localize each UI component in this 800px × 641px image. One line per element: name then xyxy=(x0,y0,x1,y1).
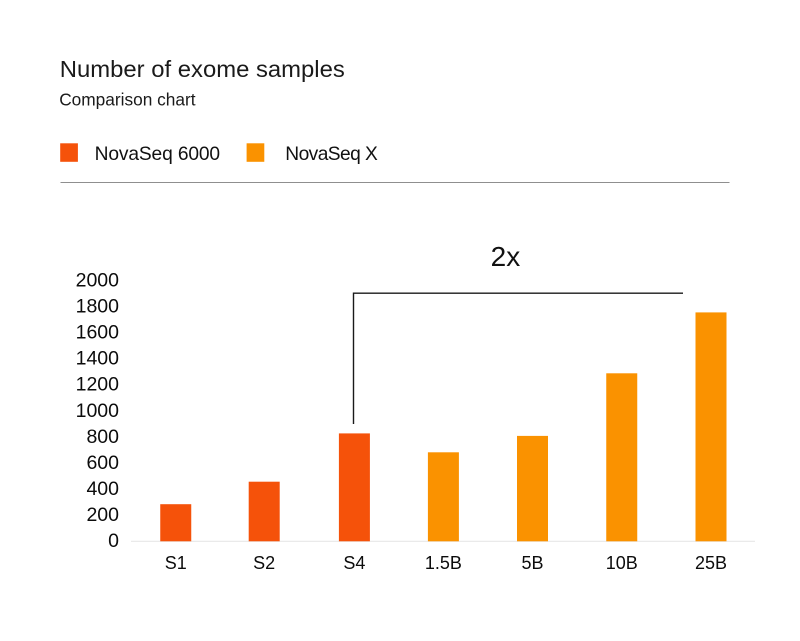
svg-text:Number of exome samples: Number of exome samples xyxy=(60,56,345,82)
svg-text:5B: 5B xyxy=(521,553,543,573)
svg-text:800: 800 xyxy=(86,426,119,448)
svg-text:NovaSeq X: NovaSeq X xyxy=(285,144,378,165)
svg-text:0: 0 xyxy=(108,530,119,552)
svg-text:NovaSeq 6000: NovaSeq 6000 xyxy=(95,144,221,165)
svg-text:2x: 2x xyxy=(491,241,521,272)
svg-text:1800: 1800 xyxy=(76,296,120,318)
svg-text:1000: 1000 xyxy=(76,400,120,422)
svg-text:200: 200 xyxy=(86,504,119,526)
svg-text:25B: 25B xyxy=(695,553,727,573)
svg-text:1.5B: 1.5B xyxy=(425,553,462,573)
svg-text:Comparison chart: Comparison chart xyxy=(59,89,196,109)
svg-text:10B: 10B xyxy=(606,553,638,573)
svg-text:S1: S1 xyxy=(165,553,187,573)
svg-text:S4: S4 xyxy=(343,553,365,573)
svg-text:S2: S2 xyxy=(253,553,275,573)
svg-text:1400: 1400 xyxy=(76,348,120,370)
svg-text:400: 400 xyxy=(86,478,119,500)
svg-text:1600: 1600 xyxy=(76,322,120,344)
svg-text:600: 600 xyxy=(86,452,119,474)
svg-text:1200: 1200 xyxy=(76,374,120,396)
svg-text:2000: 2000 xyxy=(76,270,120,292)
